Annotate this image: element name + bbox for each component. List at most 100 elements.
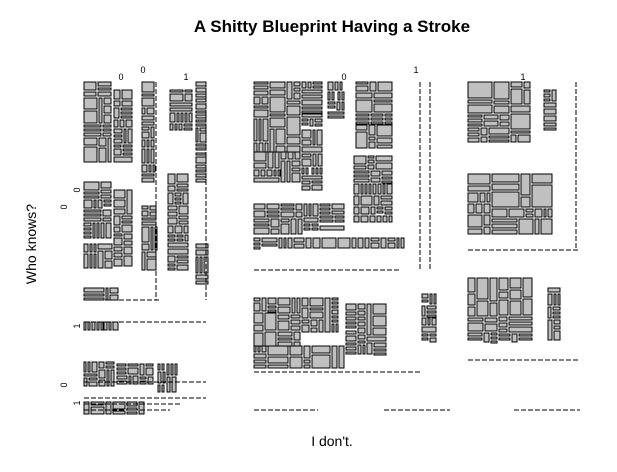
mosaic-tile [332, 324, 334, 332]
mosaic-tile [292, 298, 295, 313]
mosaic-tile [142, 94, 154, 96]
mosaic-tile [196, 115, 206, 118]
mosaic-tile [84, 192, 99, 194]
mosaic-tile [196, 148, 206, 150]
mosaic-tile [175, 198, 181, 200]
mosaic-tile [388, 243, 395, 248]
mosaic-tile [519, 219, 533, 234]
mosaic-tile [553, 307, 560, 310]
mosaic-tile [265, 332, 276, 346]
mosaic-tile [254, 106, 268, 108]
mosaic-tile [422, 318, 426, 325]
mosaic-tile [167, 364, 169, 375]
mosaic-tile [175, 226, 182, 233]
mosaic-tile [114, 145, 121, 147]
row-tick-label: 1 [72, 323, 82, 328]
mosaic-tile [114, 120, 118, 127]
mosaic-tile [170, 113, 175, 122]
mosaic-tile [373, 304, 386, 314]
mosaic-tile [313, 130, 315, 145]
mosaic-tile [110, 288, 118, 293]
mosaic-tile [170, 108, 192, 111]
mosaic-tile [292, 168, 300, 171]
mosaic-tile [509, 322, 532, 325]
mosaic-tile [142, 218, 156, 220]
mosaic-tile [290, 357, 302, 368]
mosaic-tile [492, 230, 517, 234]
mosaic-tile [84, 214, 101, 216]
mosaic-tile [485, 324, 497, 331]
mosaic-tile [376, 156, 392, 161]
mosaic-tile [492, 224, 517, 228]
mosaic-tile [127, 190, 132, 214]
mosaic-tile [312, 181, 322, 183]
mosaic-tile [352, 238, 356, 248]
mosaic-tile [168, 264, 175, 266]
mosaic-tile [181, 113, 183, 122]
mosaic-tile [114, 259, 122, 266]
mosaic-tile [553, 312, 560, 314]
mosaic-tile [371, 114, 383, 116]
mosaic-tile [114, 247, 122, 251]
mosaic-tile [106, 362, 114, 364]
mosaic-tile [371, 243, 379, 248]
mosaic-tile [361, 196, 372, 205]
mosaic-tile [512, 334, 517, 342]
mosaic-tile [328, 116, 344, 118]
mosaic-tile [196, 128, 198, 142]
mosaic-tile [387, 184, 392, 194]
mosaic-tile [302, 147, 322, 152]
mosaic-tile [120, 120, 124, 127]
mosaic-tile [292, 173, 300, 182]
mosaic-tile [84, 362, 86, 372]
mosaic-tile [151, 227, 153, 250]
mosaic-tile [317, 130, 322, 145]
mosaic-tile [485, 318, 497, 322]
mosaic-tile [312, 168, 314, 174]
mosaic-tile [114, 139, 122, 143]
mosaic-tile [103, 125, 111, 127]
mosaic-tile [175, 193, 181, 196]
mosaic-tile [553, 316, 560, 318]
mosaic-tile [278, 315, 289, 319]
mosaic-tile [92, 322, 95, 330]
mosaic-tile [354, 184, 359, 194]
mosaic-tile [484, 333, 489, 342]
mosaic-tile [270, 129, 274, 152]
mosaic-tile [89, 378, 97, 380]
mosaic-tile [313, 204, 318, 216]
mosaic-tile [365, 184, 367, 194]
mosaic-tile [179, 206, 188, 214]
mosaic-tile [312, 228, 318, 230]
mosaic-tile [114, 216, 120, 225]
mosaic-tile [114, 238, 122, 245]
mosaic-tile [468, 318, 483, 321]
mosaic-tile [94, 254, 96, 268]
mosaic-tile [142, 165, 147, 172]
row-tick-label: 0 [72, 187, 82, 192]
mosaic-tile [254, 228, 269, 234]
row-tick-label: 0 [59, 382, 69, 387]
mosaic-tile [494, 82, 509, 99]
mosaic-tile [422, 306, 425, 316]
mosaic-tile [430, 338, 436, 342]
mosaic-tile [342, 92, 344, 100]
mosaic-tile [518, 135, 530, 142]
mosaic-tile [162, 385, 164, 392]
mosaic-tile [122, 216, 132, 219]
mosaic-tile [287, 146, 300, 152]
mosaic-tile [281, 208, 294, 210]
mosaic-tile [358, 311, 365, 315]
mosaic-tile [484, 204, 490, 213]
mosaic-tile [548, 320, 552, 340]
mosaic-tile [254, 243, 260, 245]
mosaic-tile [544, 209, 546, 217]
mosaic-tile [373, 328, 386, 335]
mosaic-tile [94, 244, 96, 252]
mosaic-tile [312, 185, 322, 190]
mosaic-tile [342, 102, 344, 110]
mosaic-tile [422, 334, 428, 336]
mosaic-tile [332, 310, 338, 314]
mosaic-tile [196, 179, 206, 182]
mosaic-tile [99, 370, 105, 378]
